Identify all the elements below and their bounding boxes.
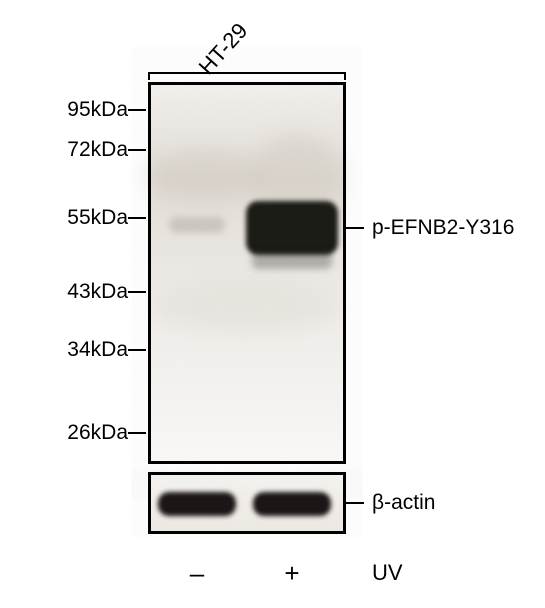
sample-bracket <box>148 72 346 74</box>
mw-tick <box>128 109 146 111</box>
band-tick <box>346 227 364 229</box>
mw-tick <box>128 349 146 351</box>
factor-label: UV <box>372 560 403 586</box>
condition-symbol: – <box>185 558 209 589</box>
mw-tick <box>128 432 146 434</box>
mw-label: 95kDa <box>67 98 128 122</box>
mw-tick <box>128 217 146 219</box>
mw-label: 34kDa <box>67 338 128 362</box>
band-label: p-EFNB2-Y316 <box>372 216 514 240</box>
sample-bracket-tick-right <box>344 72 346 80</box>
mw-label: 72kDa <box>67 138 128 162</box>
mw-tick <box>128 149 146 151</box>
blot-main-border <box>148 82 346 464</box>
figure-container: HT-29 95kDa72kDa55kDa43kDa34kDa26kDa p-E… <box>0 0 545 608</box>
mw-label: 55kDa <box>67 206 128 230</box>
band-tick <box>346 502 364 504</box>
condition-symbol: + <box>280 558 304 589</box>
blot-loading-border <box>148 472 346 534</box>
mw-label: 43kDa <box>67 280 128 304</box>
mw-label: 26kDa <box>67 421 128 445</box>
band-label: β-actin <box>372 491 435 515</box>
sample-bracket-tick-left <box>148 72 150 80</box>
mw-tick <box>128 291 146 293</box>
